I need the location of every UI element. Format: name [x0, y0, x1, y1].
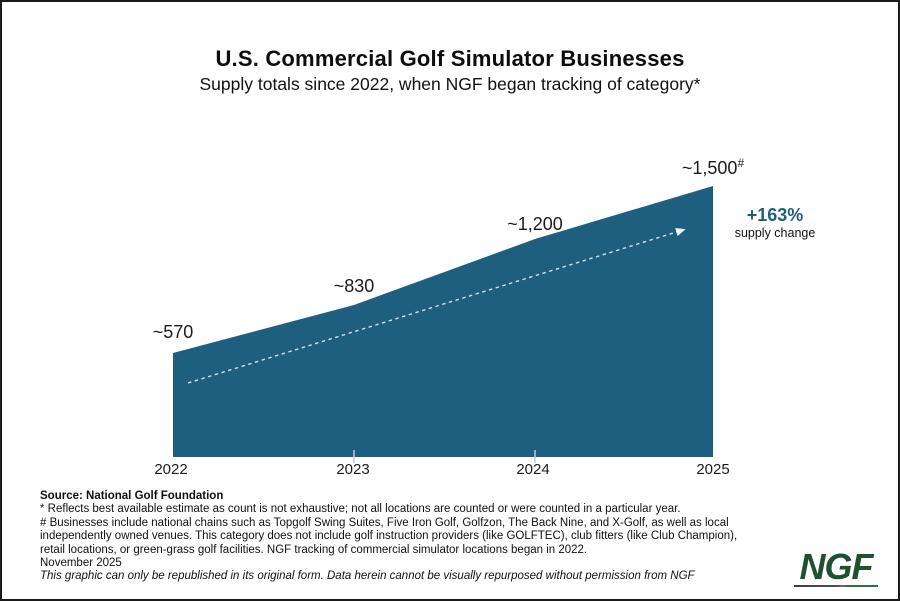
- note-line-3: independently owned venues. This categor…: [40, 530, 738, 543]
- trend-arrow-icon: [187, 228, 686, 384]
- ngf-logo-underline: [794, 585, 878, 587]
- point-label-2023: ~830: [334, 276, 375, 297]
- point-label-2024: ~1,200: [507, 214, 563, 235]
- chart-title: U.S. Commercial Golf Simulator Businesse…: [215, 46, 685, 71]
- disclaimer-line: This graphic can only be republished in …: [40, 570, 695, 583]
- x-axis-label-2024: 2024: [516, 461, 550, 478]
- point-label-2022-text: ~570: [152, 322, 194, 342]
- footnote-mark: #: [737, 156, 745, 170]
- note-line-2: # Businesses include national chains suc…: [40, 516, 729, 529]
- ngf-logo-text: NGF: [799, 546, 874, 587]
- ngf-logo: NGF: [792, 546, 880, 587]
- x-axis-label-2022: 2022: [154, 461, 188, 478]
- point-label-2025: ~1,500#: [681, 156, 745, 179]
- area-series-shape: [173, 186, 713, 457]
- footnotes: Source: National Golf Foundation * Refle…: [40, 490, 740, 584]
- supply-change-percent: +163%: [746, 205, 804, 225]
- x-axis-label-2023: 2023: [336, 461, 370, 478]
- source-line: Source: National Golf Foundation: [40, 490, 224, 502]
- point-label-2023-text: ~830: [333, 276, 375, 296]
- chart-subtitle: Supply totals since 2022, when NGF began…: [199, 74, 701, 94]
- note-line-4: retail locations, or green-grass golf fa…: [40, 543, 588, 556]
- point-label-2024-text: ~1,200: [507, 214, 563, 234]
- date-line: November 2025: [40, 557, 122, 570]
- note-line-1: * Reflects best available estimate as co…: [40, 503, 681, 516]
- supply-change-caption: supply change: [734, 226, 816, 240]
- point-label-2022: ~570: [153, 322, 194, 343]
- x-axis-label-2025: 2025: [696, 461, 730, 478]
- point-label-2025-text: ~1,500: [681, 158, 738, 178]
